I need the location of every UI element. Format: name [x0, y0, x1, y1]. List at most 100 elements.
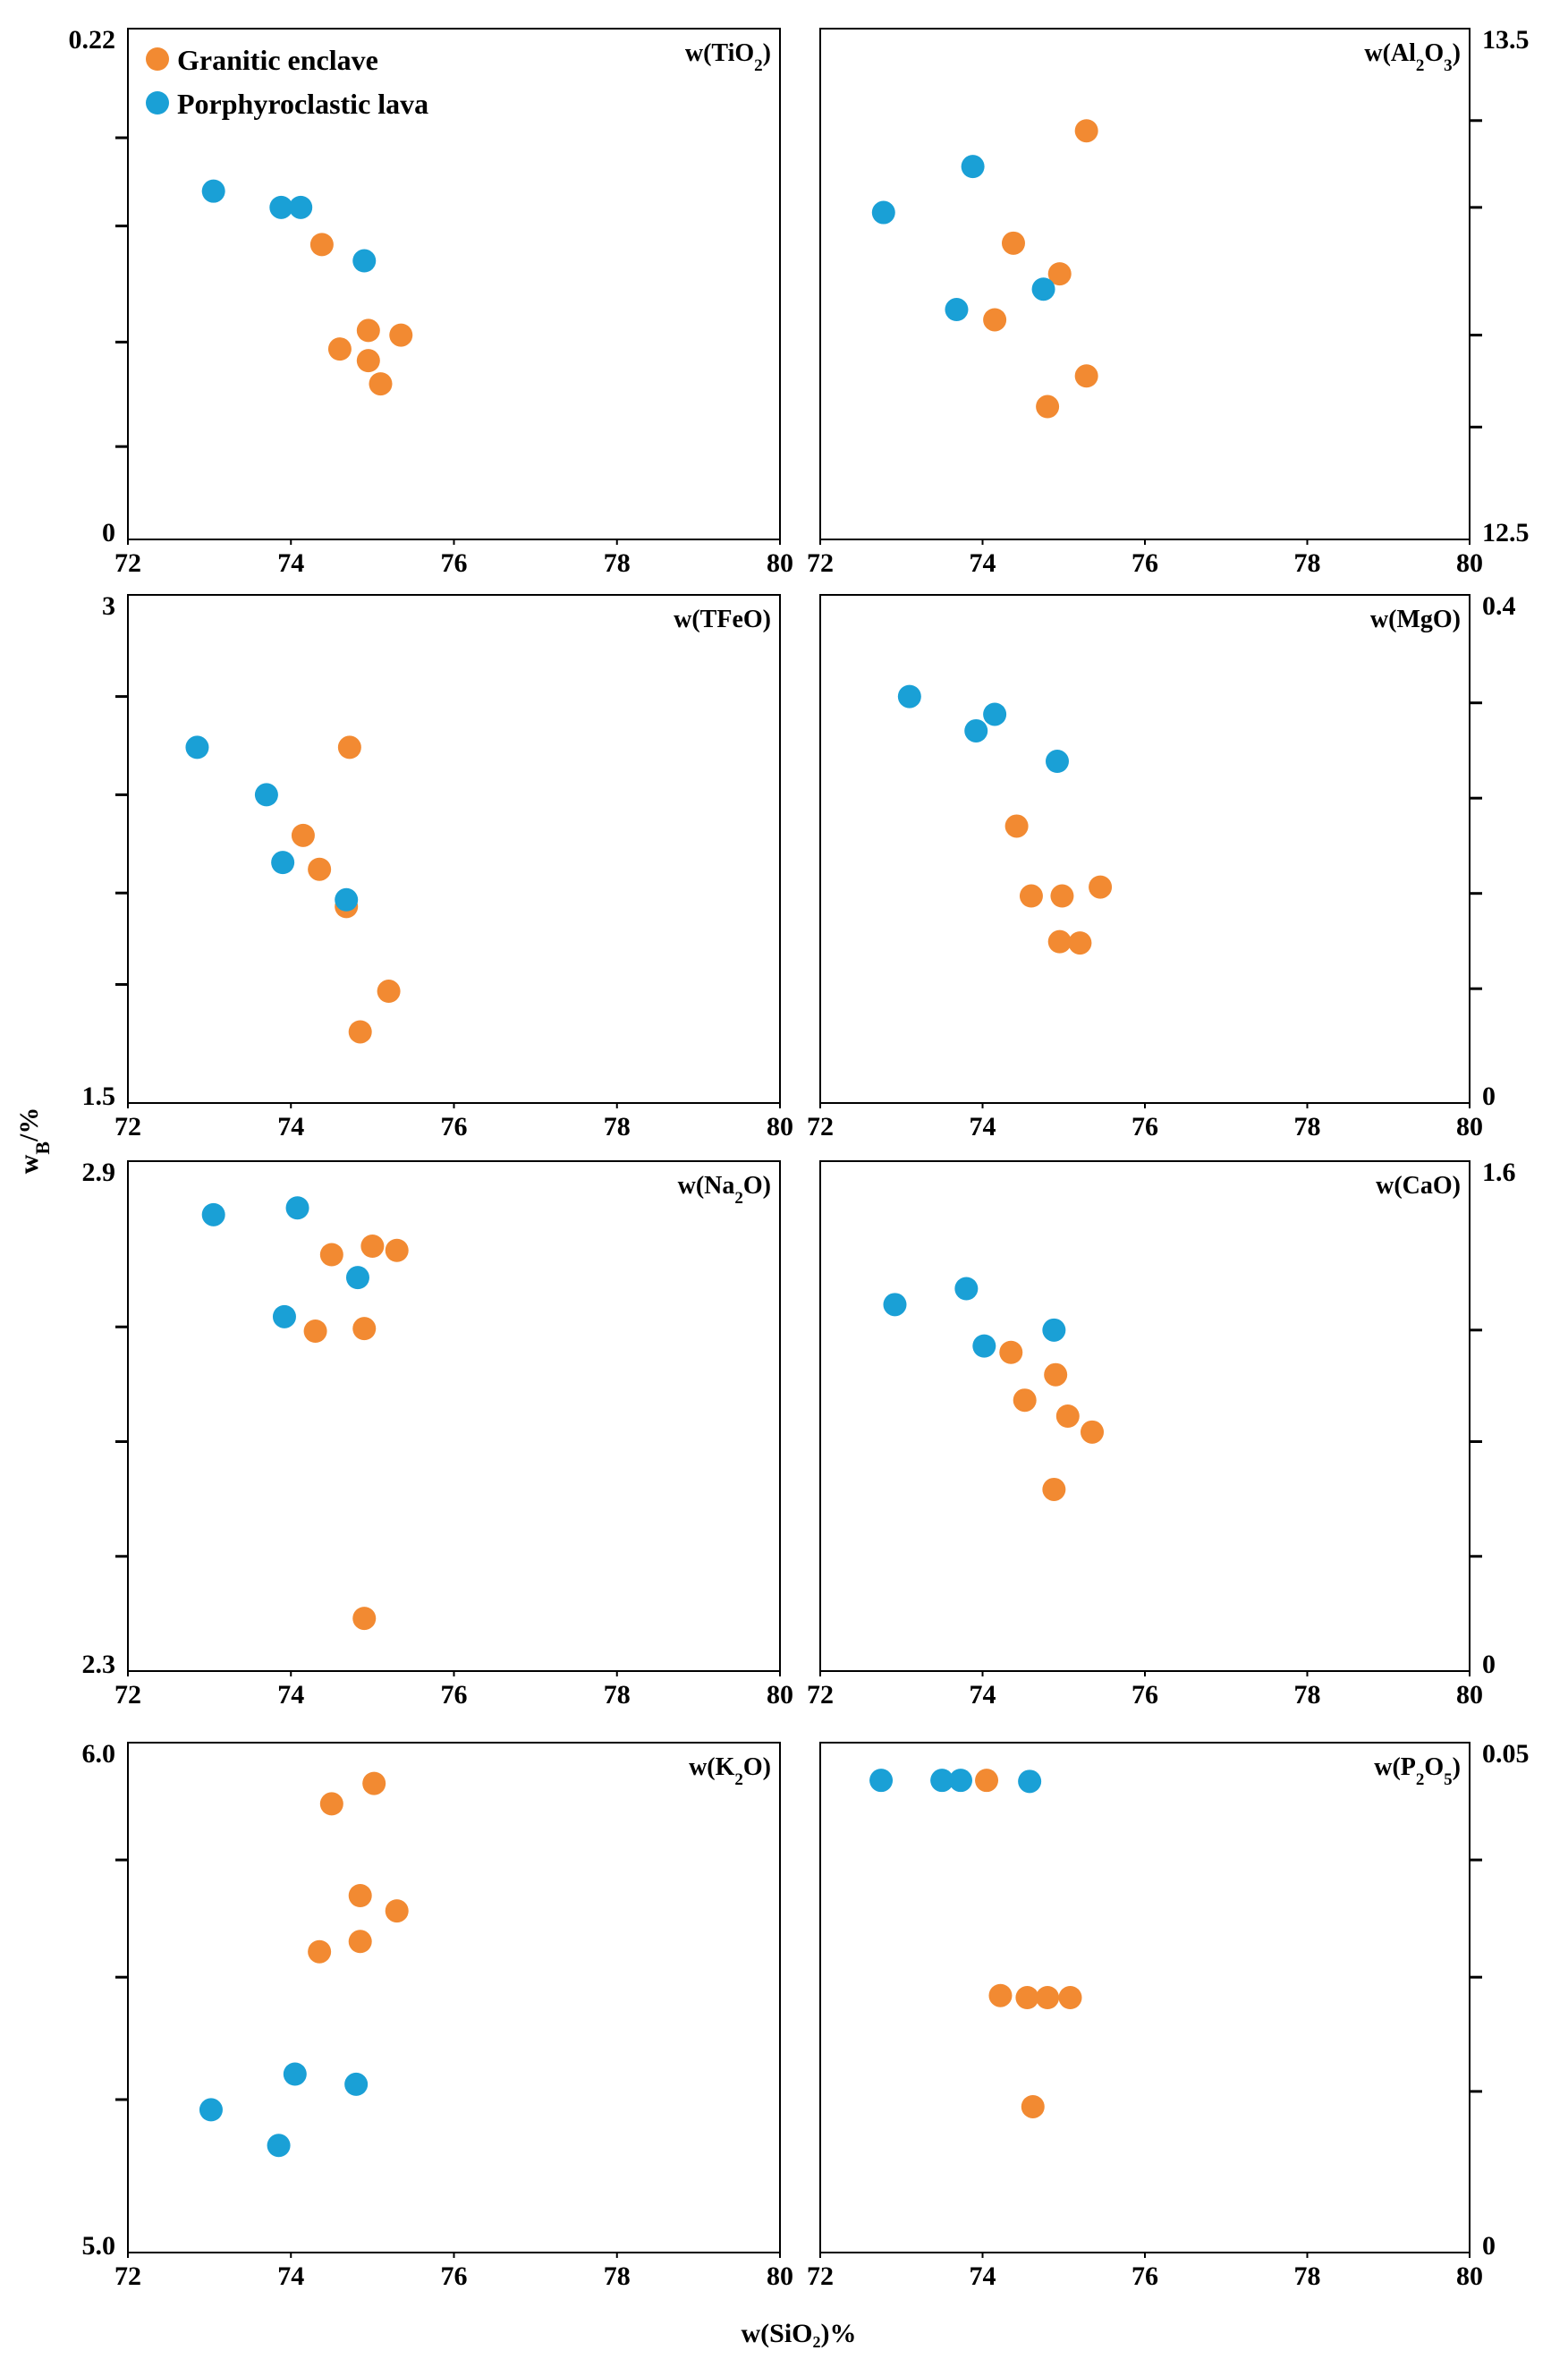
- point-porphyroclastic: [201, 1202, 225, 1226]
- x-tick-label: 72: [807, 2261, 834, 2291]
- y-max-label: 0.4: [1482, 591, 1516, 621]
- panel-frame: [819, 1160, 1471, 1672]
- point-granitic: [291, 823, 315, 847]
- x-tick-label: 78: [604, 1680, 631, 1710]
- point-porphyroclastic: [267, 2134, 291, 2158]
- point-granitic: [337, 735, 361, 759]
- panel-frame: [819, 1742, 1471, 2253]
- point-porphyroclastic: [954, 1277, 979, 1301]
- x-tick-label: 74: [277, 548, 304, 578]
- point-porphyroclastic: [269, 195, 293, 219]
- point-granitic: [1055, 1404, 1080, 1428]
- y-min-label: 0: [1482, 1650, 1496, 1679]
- point-porphyroclastic: [199, 2098, 223, 2122]
- panel-frame: [819, 28, 1471, 540]
- y-max-label: 0.22: [69, 25, 116, 55]
- panel-label-cao: w(CaO): [1376, 1172, 1461, 1200]
- point-porphyroclastic: [883, 1293, 907, 1317]
- point-granitic: [1047, 929, 1072, 954]
- panel-frame: [127, 1160, 781, 1672]
- x-tick-label: 74: [970, 548, 996, 578]
- point-porphyroclastic: [352, 249, 377, 273]
- x-tick-label: 72: [807, 548, 834, 578]
- x-tick-label: 74: [277, 2261, 304, 2291]
- point-granitic: [1058, 1986, 1082, 2009]
- x-tick-label: 78: [1294, 1680, 1321, 1710]
- point-granitic: [356, 318, 380, 343]
- panel-na2o: 72 74 76 78 80 2.9 2.3 w(Na2O): [82, 1158, 794, 1710]
- x-tick-label: 72: [114, 1112, 141, 1141]
- point-granitic: [1013, 1388, 1037, 1413]
- point-porphyroclastic: [185, 735, 209, 759]
- panel-tio2: 72 74 76 78 80 0.22 0 w(TiO2): [69, 25, 794, 578]
- y-min-label: 1.5: [82, 1082, 116, 1111]
- point-granitic: [1044, 1362, 1068, 1387]
- y-min-label: 12.5: [1482, 518, 1530, 547]
- point-porphyroclastic: [254, 783, 278, 807]
- x-tick-label: 80: [1456, 1680, 1483, 1710]
- point-granitic: [369, 372, 393, 396]
- panel-k2o: 72 74 76 78 80 6.0 5.0 w(K2O): [82, 1739, 794, 2291]
- x-tick-label: 80: [767, 548, 793, 578]
- point-porphyroclastic: [335, 887, 359, 912]
- panel-frame: [819, 594, 1471, 1104]
- point-porphyroclastic: [972, 1334, 996, 1358]
- legend: Granitic enclave Porphyroclastic lava: [146, 44, 428, 120]
- point-granitic: [319, 1243, 343, 1267]
- y-max-label: 6.0: [82, 1739, 116, 1769]
- x-tick-label: 78: [604, 548, 631, 578]
- point-granitic: [348, 1884, 372, 1907]
- point-granitic: [352, 1317, 377, 1341]
- legend-marker-granitic: [146, 47, 169, 71]
- y-max-label: 0.05: [1482, 1739, 1530, 1769]
- panel-label-p2o5: w(P2O5): [1374, 1753, 1461, 1789]
- x-tick-label: 80: [767, 1680, 793, 1710]
- point-granitic: [1036, 395, 1060, 419]
- x-tick-label: 80: [767, 1112, 793, 1141]
- point-porphyroclastic: [201, 179, 225, 203]
- y-max-label: 13.5: [1482, 25, 1530, 55]
- x-tick-label: 76: [1132, 2261, 1158, 2291]
- x-tick-label: 76: [1132, 548, 1158, 578]
- x-tick-label: 78: [604, 1112, 631, 1141]
- y-min-label: 0: [1482, 1082, 1496, 1111]
- point-granitic: [309, 233, 334, 257]
- point-granitic: [377, 980, 401, 1004]
- point-porphyroclastic: [930, 1769, 954, 1793]
- point-granitic: [348, 1930, 372, 1954]
- point-porphyroclastic: [289, 195, 313, 219]
- point-granitic: [362, 1771, 386, 1795]
- x-tick-label: 72: [114, 548, 141, 578]
- x-tick-label: 78: [1294, 548, 1321, 578]
- x-tick-label: 74: [970, 2261, 996, 2291]
- point-porphyroclastic: [285, 1196, 309, 1220]
- x-tick-label: 76: [441, 548, 468, 578]
- legend-label-granitic: Granitic enclave: [177, 44, 378, 76]
- panel-cao: 72 74 76 78 80 1.6 0 w(CaO): [807, 1158, 1516, 1710]
- point-granitic: [385, 1899, 409, 1923]
- point-granitic: [1050, 884, 1074, 908]
- panel-mgo: 72 74 76 78 80 0.4 0 w(MgO): [807, 591, 1516, 1141]
- y-max-label: 1.6: [1482, 1158, 1516, 1187]
- point-porphyroclastic: [983, 702, 1007, 726]
- panel-al2o3: 72 74 76 78 80 13.5 12.5 w(Al2O3): [807, 25, 1530, 578]
- legend-marker-porphyroclastic: [146, 91, 169, 115]
- point-granitic: [1074, 364, 1098, 388]
- point-granitic: [1089, 875, 1113, 899]
- x-tick-label: 76: [1132, 1680, 1158, 1710]
- point-porphyroclastic: [964, 718, 988, 742]
- point-granitic: [308, 1939, 332, 1964]
- point-granitic: [1036, 1986, 1060, 2009]
- panel-label-mgo: w(MgO): [1370, 606, 1461, 633]
- point-granitic: [385, 1238, 409, 1262]
- panel-label-k2o: w(K2O): [689, 1753, 771, 1789]
- point-granitic: [1001, 231, 1025, 255]
- point-granitic: [1074, 119, 1098, 143]
- point-porphyroclastic: [283, 2062, 307, 2086]
- point-porphyroclastic: [272, 1304, 296, 1328]
- x-tick-label: 74: [970, 1680, 996, 1710]
- point-granitic: [360, 1235, 385, 1258]
- point-porphyroclastic: [948, 1769, 972, 1793]
- point-porphyroclastic: [344, 2072, 369, 2096]
